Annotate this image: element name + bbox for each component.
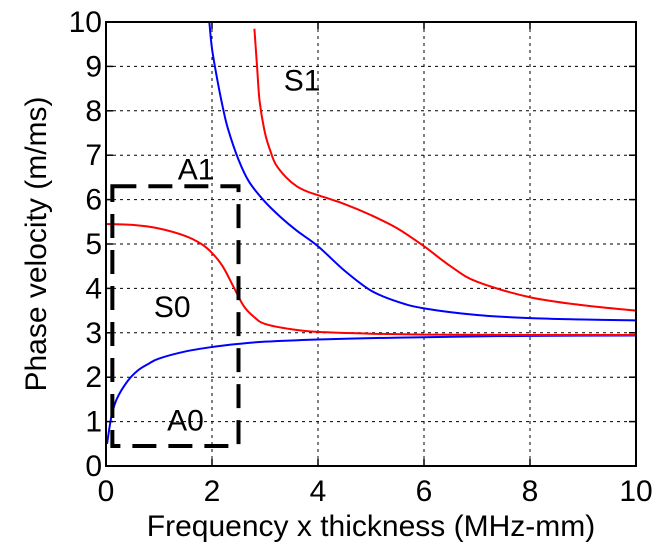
x-tick-labels: 0 2 4 6 8 10	[98, 475, 653, 508]
y-tick-label: 2	[85, 361, 102, 394]
series-line-3	[253, 28, 637, 312]
tick-marks	[105, 21, 637, 467]
x-tick-label: 2	[204, 475, 221, 508]
y-tick-label: 10	[69, 6, 102, 39]
curve-label-a0: A0	[167, 404, 204, 437]
y-tick-label: 1	[85, 406, 102, 439]
y-tick-label: 0	[85, 450, 102, 483]
x-tick-label: 0	[98, 475, 115, 508]
series-group	[105, 21, 637, 444]
annotations: S1 A1 S0 A0	[154, 65, 321, 438]
y-tick-label: 5	[85, 228, 102, 261]
y-tick-label: 7	[85, 139, 102, 172]
curve-label-s0: S0	[154, 291, 191, 324]
y-tick-label: 4	[85, 272, 102, 305]
x-tick-label: 10	[619, 475, 652, 508]
series-line-1	[208, 21, 637, 322]
x-tick-label: 4	[310, 475, 327, 508]
y-tick-label: 6	[85, 184, 102, 217]
series-line-0	[106, 334, 637, 444]
highlight-box	[110, 184, 241, 449]
y-tick-label: 9	[85, 50, 102, 83]
y-tick-label: 3	[85, 317, 102, 350]
curve-label-s1: S1	[284, 65, 321, 98]
y-tick-label: 8	[85, 95, 102, 128]
y-axis-label: Phase velocity (m/ms)	[20, 96, 53, 391]
curve-label-a1: A1	[178, 154, 215, 187]
series-line-2	[105, 223, 637, 337]
y-tick-labels: 0 1 2 3 4 5 6 7 8 9 10	[69, 6, 102, 483]
x-axis-label: Frequency x thickness (MHz-mm)	[147, 510, 595, 543]
highlight-box-group	[110, 184, 241, 449]
x-tick-label: 8	[522, 475, 539, 508]
grid-lines	[106, 22, 636, 466]
x-tick-label: 6	[416, 475, 433, 508]
